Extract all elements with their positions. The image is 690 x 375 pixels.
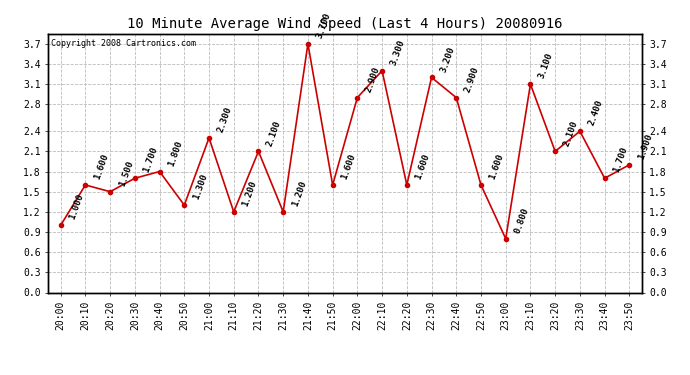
Text: 1.000: 1.000	[68, 193, 86, 221]
Text: 1.500: 1.500	[117, 159, 135, 188]
Text: 1.900: 1.900	[636, 132, 654, 160]
Text: 1.600: 1.600	[414, 153, 431, 181]
Text: 1.600: 1.600	[339, 153, 357, 181]
Text: 3.100: 3.100	[538, 52, 555, 80]
Text: 2.100: 2.100	[266, 119, 283, 147]
Text: 3.200: 3.200	[438, 45, 456, 73]
Text: 3.700: 3.700	[315, 11, 333, 40]
Text: 1.600: 1.600	[488, 153, 506, 181]
Text: 1.600: 1.600	[92, 153, 110, 181]
Text: 2.100: 2.100	[562, 119, 580, 147]
Title: 10 Minute Average Wind Speed (Last 4 Hours) 20080916: 10 Minute Average Wind Speed (Last 4 Hou…	[127, 17, 563, 31]
Text: 2.300: 2.300	[216, 105, 234, 134]
Text: 1.300: 1.300	[191, 172, 209, 201]
Text: 2.900: 2.900	[364, 65, 382, 93]
Text: 1.200: 1.200	[241, 179, 258, 208]
Text: Copyright 2008 Cartronics.com: Copyright 2008 Cartronics.com	[51, 39, 196, 48]
Text: 2.900: 2.900	[463, 65, 481, 93]
Text: 2.400: 2.400	[586, 99, 604, 127]
Text: 1.200: 1.200	[290, 179, 308, 208]
Text: 1.700: 1.700	[611, 146, 629, 174]
Text: 0.800: 0.800	[513, 206, 531, 235]
Text: 1.800: 1.800	[166, 139, 184, 167]
Text: 1.700: 1.700	[141, 146, 159, 174]
Text: 3.300: 3.300	[389, 38, 406, 66]
